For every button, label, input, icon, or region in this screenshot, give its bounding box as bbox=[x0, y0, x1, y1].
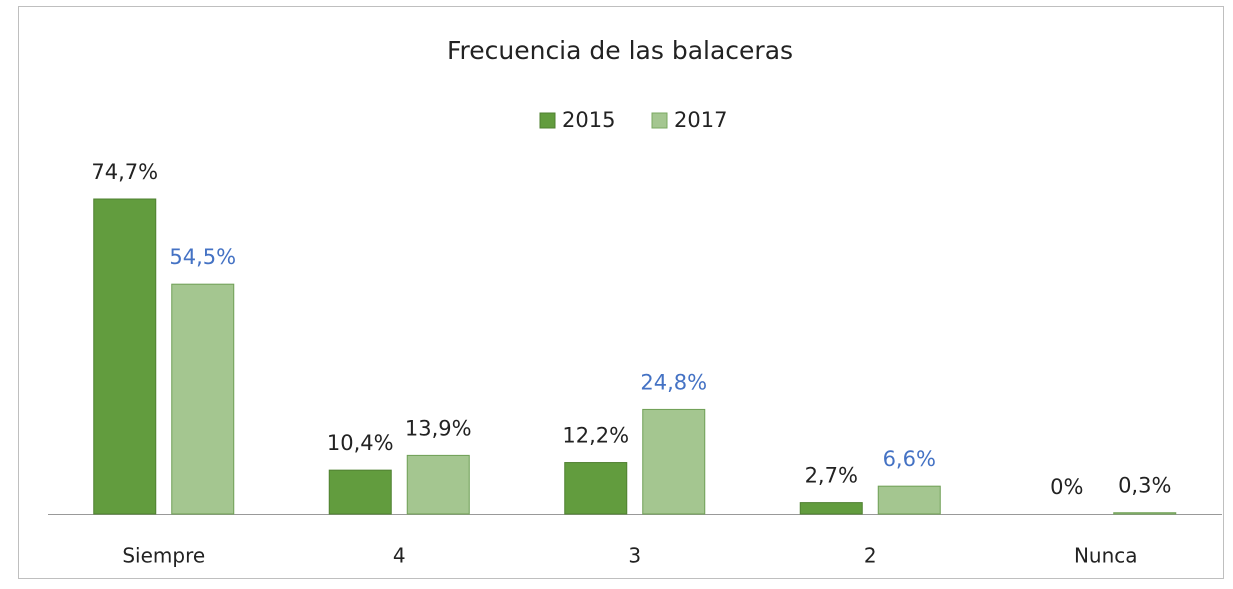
x-tick-label: 3 bbox=[628, 544, 641, 568]
x-tick-label: Nunca bbox=[1074, 544, 1138, 568]
bar bbox=[328, 469, 392, 515]
bar bbox=[642, 408, 706, 515]
bar bbox=[93, 198, 157, 515]
legend-swatch bbox=[539, 112, 556, 129]
bar bbox=[171, 283, 235, 515]
value-label: 74,7% bbox=[91, 160, 158, 184]
value-label: 2,7% bbox=[805, 464, 858, 488]
chart-title: Frecuencia de las balaceras bbox=[447, 36, 793, 65]
x-tick-label: Siempre bbox=[122, 544, 205, 568]
value-label: 54,5% bbox=[169, 245, 236, 269]
legend-swatch bbox=[651, 112, 668, 129]
value-label: 13,9% bbox=[405, 416, 472, 440]
bar bbox=[564, 462, 628, 515]
x-tick-label: 2 bbox=[864, 544, 877, 568]
value-label: 12,2% bbox=[562, 424, 629, 448]
bar bbox=[1113, 512, 1177, 515]
value-label: 6,6% bbox=[883, 447, 936, 471]
value-label: 0,3% bbox=[1118, 474, 1171, 498]
bar bbox=[406, 454, 470, 515]
legend-label: 2015 bbox=[562, 108, 615, 132]
value-label: 10,4% bbox=[327, 431, 394, 455]
legend-label: 2017 bbox=[674, 108, 727, 132]
bar bbox=[799, 502, 863, 515]
x-tick-label: 4 bbox=[393, 544, 406, 568]
value-label: 24,8% bbox=[640, 370, 707, 394]
bar bbox=[877, 485, 941, 515]
value-label: 0% bbox=[1050, 475, 1083, 499]
